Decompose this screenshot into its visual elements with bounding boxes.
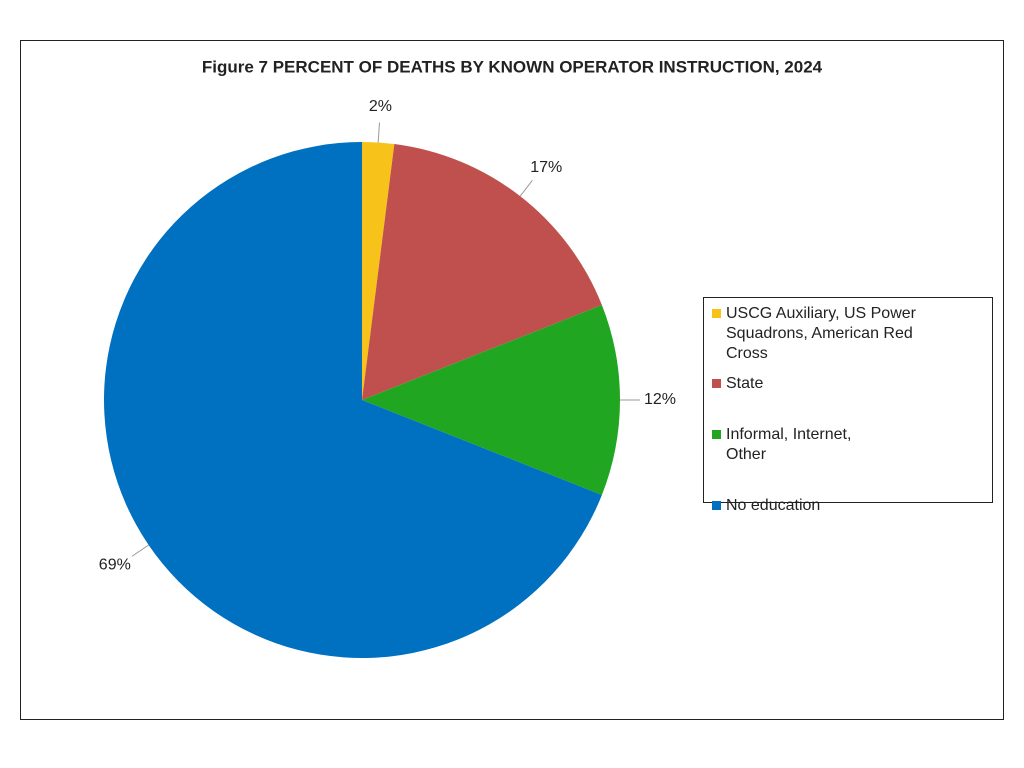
pie-slice bbox=[362, 144, 602, 400]
legend-label: USCG Auxiliary, US Power Squadrons, Amer… bbox=[726, 305, 920, 362]
legend-label: State bbox=[726, 375, 763, 392]
leader-line bbox=[519, 180, 533, 197]
legend-label: Informal, Internet, Other bbox=[726, 426, 856, 463]
legend-marker bbox=[712, 501, 721, 510]
data-label: 2% bbox=[369, 98, 392, 115]
data-label: 12% bbox=[644, 391, 676, 408]
chart-title: Figure 7 PERCENT OF DEATHS BY KNOWN OPER… bbox=[202, 57, 823, 76]
legend-label: No education bbox=[726, 497, 820, 514]
legend-marker bbox=[712, 430, 721, 439]
leader-line bbox=[131, 544, 149, 557]
leader-line bbox=[377, 122, 380, 143]
data-label: 69% bbox=[99, 556, 131, 573]
pie-slice bbox=[362, 142, 395, 400]
legend-marker bbox=[712, 379, 721, 388]
legend-box bbox=[703, 297, 993, 503]
pie-slice bbox=[103, 142, 602, 658]
data-label: 17% bbox=[530, 159, 562, 176]
legend-marker bbox=[712, 309, 721, 318]
pie-slice bbox=[362, 305, 620, 495]
